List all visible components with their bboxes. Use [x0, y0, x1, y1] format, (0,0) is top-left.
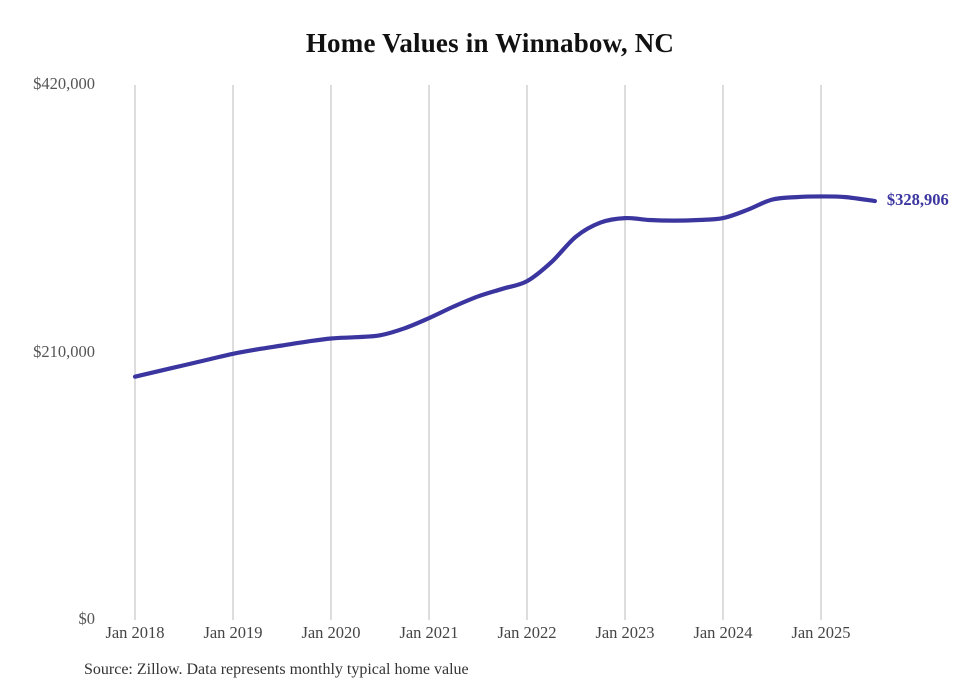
y-tick-label-210000: $210,000 — [33, 341, 95, 361]
y-tick-label-420000: $420,000 — [33, 74, 95, 93]
x-tick-label-jan-2018: Jan 2018 — [105, 623, 165, 642]
y-tick-label-0: $0 — [78, 609, 96, 628]
endpoint-value-label: $328,906 — [886, 190, 949, 210]
x-tick-label-jan-2020: Jan 2020 — [301, 623, 361, 642]
x-tick-label-jan-2021: Jan 2021 — [399, 623, 459, 642]
source-note: Source: Zillow. Data represents monthly … — [84, 661, 469, 678]
home-value-series-line — [132, 194, 877, 379]
x-tick-label-jan-2022: Jan 2022 — [497, 623, 557, 642]
x-tick-label-jan-2024: Jan 2024 — [693, 623, 753, 642]
x-tick-label-jan-2019: Jan 2019 — [203, 623, 263, 642]
chart-title: Home Values in Winnabow, NC — [305, 28, 675, 58]
x-tick-label-jan-2025: Jan 2025 — [791, 623, 851, 642]
x-tick-label-jan-2023: Jan 2023 — [595, 623, 655, 642]
